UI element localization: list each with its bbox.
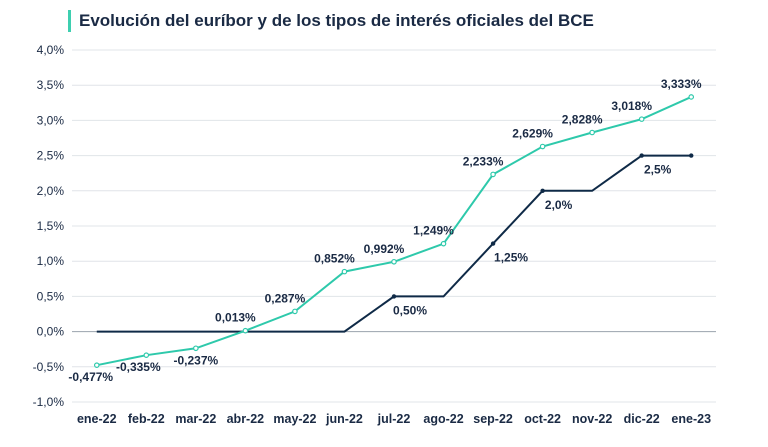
data-point-euribor bbox=[93, 362, 100, 368]
data-label-euribor: 3,333% bbox=[661, 77, 702, 91]
title-accent-bar bbox=[68, 10, 71, 32]
data-point-euribor bbox=[242, 327, 249, 334]
x-tick-label: oct-22 bbox=[524, 412, 561, 426]
data-label-euribor: -0,335% bbox=[116, 360, 161, 374]
data-point-euribor bbox=[589, 129, 595, 136]
series-line-euribor bbox=[96, 96, 692, 367]
data-point-euribor bbox=[292, 308, 298, 315]
data-label-euribor: 2,233% bbox=[463, 154, 504, 168]
y-tick-label: 2,5% bbox=[37, 149, 65, 163]
data-point-euribor bbox=[638, 116, 645, 122]
data-label-euribor: 0,013% bbox=[215, 311, 256, 325]
data-label-euribor: 0,287% bbox=[265, 291, 306, 305]
data-point-euribor bbox=[143, 352, 150, 358]
data-label-euribor: 3,018% bbox=[611, 99, 652, 113]
data-point-bce bbox=[639, 153, 644, 158]
data-point-bce bbox=[689, 153, 694, 158]
data-label-euribor: -0,477% bbox=[68, 370, 113, 384]
x-tick-label: feb-22 bbox=[128, 412, 165, 426]
y-tick-label: 1,5% bbox=[37, 219, 65, 233]
y-tick-label: -1,0% bbox=[33, 395, 65, 409]
y-tick-label: 0,5% bbox=[37, 289, 65, 303]
y-tick-label: 2,0% bbox=[37, 184, 65, 198]
data-point-euribor bbox=[391, 258, 397, 265]
y-tick-label: 0,0% bbox=[37, 325, 65, 339]
data-point-euribor bbox=[440, 240, 447, 247]
x-tick-label: ago-22 bbox=[423, 412, 463, 426]
x-tick-label: dic-22 bbox=[624, 412, 660, 426]
x-tick-label: mar-22 bbox=[175, 412, 216, 426]
x-tick-label: ene-23 bbox=[671, 412, 711, 426]
y-tick-label: 1,0% bbox=[37, 254, 65, 268]
data-point-euribor bbox=[688, 94, 695, 100]
x-tick-label: jul-22 bbox=[377, 412, 411, 426]
data-label-bce: 1,25% bbox=[494, 251, 528, 265]
data-label-euribor: 2,828% bbox=[562, 113, 603, 127]
y-tick-label: -0,5% bbox=[33, 360, 65, 374]
data-point-bce bbox=[540, 188, 545, 193]
x-tick-label: jun-22 bbox=[325, 412, 363, 426]
x-tick-label: ene-22 bbox=[77, 412, 117, 426]
y-tick-label: 4,0% bbox=[37, 43, 65, 57]
data-label-bce: 2,5% bbox=[644, 163, 672, 177]
data-label-euribor: -0,237% bbox=[173, 353, 218, 367]
data-label-euribor: 0,992% bbox=[364, 242, 405, 256]
data-label-euribor: 0,852% bbox=[314, 252, 355, 266]
data-label-euribor: 1,249% bbox=[413, 224, 454, 238]
x-tick-label: may-22 bbox=[273, 412, 316, 426]
series-layer bbox=[93, 94, 695, 368]
chart-title: Evolución del euríbor y de los tipos de … bbox=[79, 11, 594, 30]
x-tick-label: abr-22 bbox=[227, 412, 265, 426]
x-tick-label: sep-22 bbox=[473, 412, 513, 426]
y-tick-label: 3,5% bbox=[37, 78, 65, 92]
data-point-euribor bbox=[539, 143, 546, 150]
data-point-euribor bbox=[341, 268, 348, 275]
axis-layer: -1,0% -0,5% 0,0% 0,5% 1,0% 1,5% 2,0% 2,5% 3,0% 3,… bbox=[33, 43, 711, 426]
data-label-bce: 2,0% bbox=[545, 198, 573, 212]
label-layer: -0,477%-0,335% -0,237% 0,013% 0,287% 0,852% 0… bbox=[68, 77, 701, 384]
data-point-bce bbox=[391, 294, 397, 299]
data-point-euribor bbox=[490, 171, 496, 178]
data-point-euribor bbox=[193, 345, 199, 352]
y-tick-label: 3,0% bbox=[37, 113, 65, 127]
title-wrap: Evolución del euríbor y de los tipos de … bbox=[68, 10, 594, 32]
data-label-euribor: 2,629% bbox=[512, 127, 553, 141]
data-point-bce bbox=[490, 241, 496, 246]
x-tick-label: nov-22 bbox=[572, 412, 612, 426]
data-label-bce: 0,50% bbox=[393, 303, 427, 317]
